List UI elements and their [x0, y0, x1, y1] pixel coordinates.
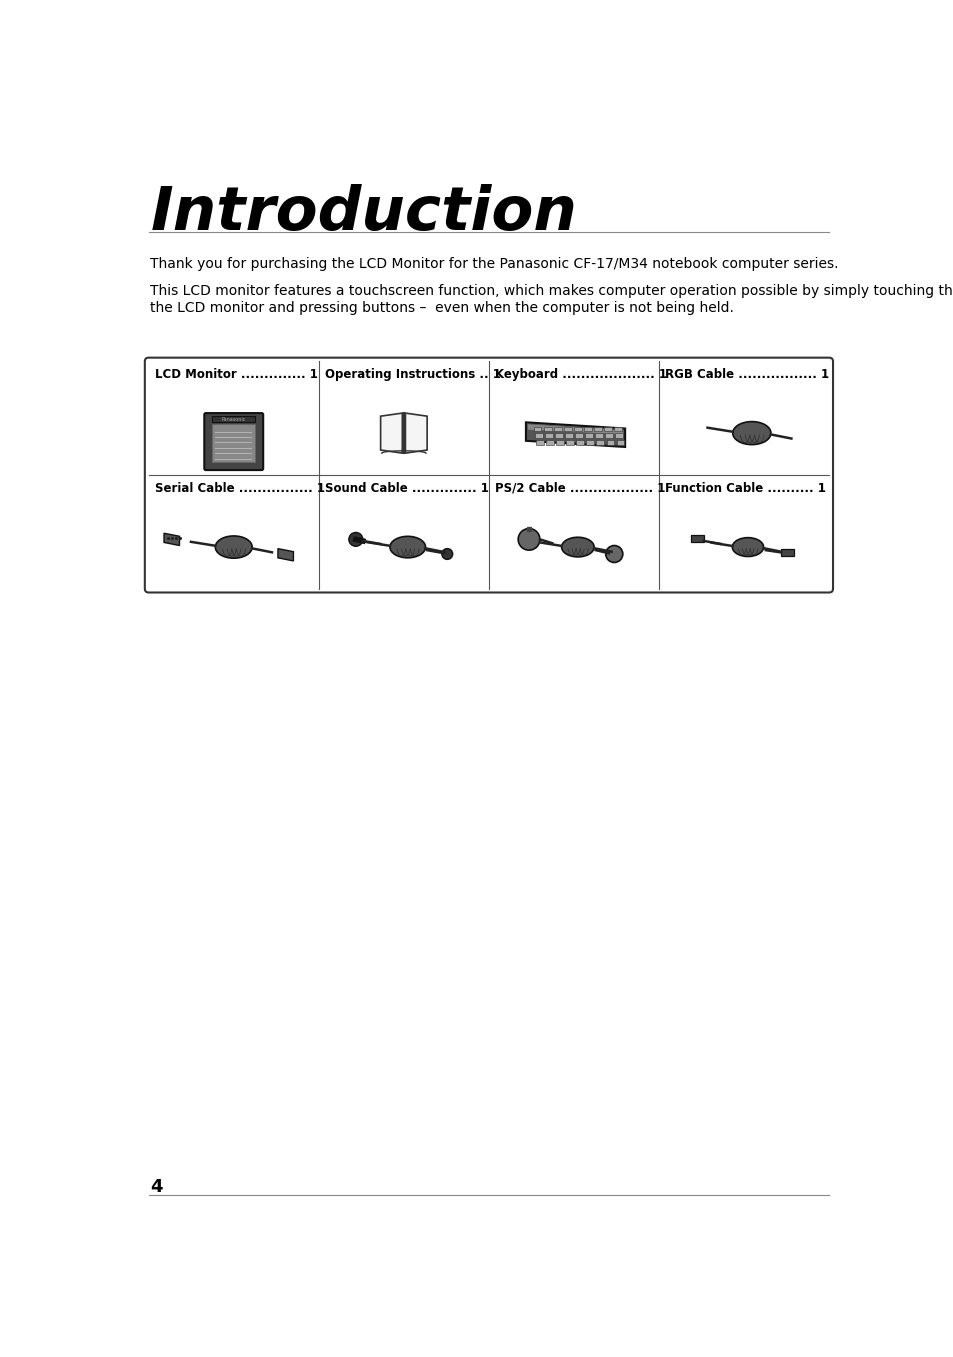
Polygon shape [380, 413, 402, 453]
Bar [781, 548, 793, 556]
Bar [564, 433, 572, 438]
Text: Keyboard .................... 1: Keyboard .................... 1 [495, 368, 666, 381]
Text: Serial Cable ................ 1: Serial Cable ................ 1 [154, 482, 325, 494]
Polygon shape [527, 423, 623, 434]
Ellipse shape [732, 422, 770, 445]
Circle shape [605, 546, 622, 562]
Bar [583, 426, 591, 430]
Bar [556, 441, 563, 445]
Circle shape [517, 529, 539, 550]
Bar [563, 426, 571, 430]
Text: Operating Instructions .. 1: Operating Instructions .. 1 [325, 368, 500, 381]
Text: Thank you for purchasing the LCD Monitor for the Panasonic CF-17/M34 notebook co: Thank you for purchasing the LCD Monitor… [150, 256, 838, 271]
Bar [212, 417, 255, 422]
Circle shape [441, 548, 453, 559]
FancyBboxPatch shape [204, 413, 263, 470]
Polygon shape [405, 413, 427, 453]
Ellipse shape [390, 536, 425, 558]
Text: Introduction: Introduction [150, 185, 577, 243]
Bar [544, 433, 552, 438]
Bar [596, 441, 603, 445]
Bar [576, 441, 583, 445]
Bar [575, 433, 582, 438]
Bar [566, 441, 574, 445]
Bar [594, 426, 601, 430]
Bar [554, 426, 561, 430]
Text: 4: 4 [150, 1178, 163, 1196]
Bar [535, 433, 542, 438]
Bar [586, 441, 594, 445]
Text: PS/2 Cable .................. 1: PS/2 Cable .................. 1 [495, 482, 665, 494]
Text: LCD Monitor .............. 1: LCD Monitor .............. 1 [154, 368, 317, 381]
Bar [691, 535, 703, 543]
Text: Function Cable .......... 1: Function Cable .......... 1 [664, 482, 825, 494]
Bar [616, 441, 623, 445]
Ellipse shape [561, 537, 594, 556]
Text: Panasonic: Panasonic [221, 417, 246, 422]
Bar [584, 433, 593, 438]
Ellipse shape [732, 537, 762, 556]
Circle shape [349, 532, 362, 547]
Bar [212, 423, 255, 463]
Ellipse shape [215, 536, 252, 558]
Text: This LCD monitor features a touchscreen function, which makes computer operation: This LCD monitor features a touchscreen … [150, 285, 953, 315]
FancyBboxPatch shape [145, 358, 832, 593]
Bar [543, 426, 551, 430]
Polygon shape [164, 533, 179, 546]
Bar [574, 426, 581, 430]
Polygon shape [277, 548, 294, 560]
Bar [595, 433, 602, 438]
Bar [615, 433, 622, 438]
Text: Sound Cable .............. 1: Sound Cable .............. 1 [325, 482, 488, 494]
Polygon shape [525, 422, 624, 446]
Bar [533, 426, 541, 430]
Text: RGB Cable ................. 1: RGB Cable ................. 1 [664, 368, 828, 381]
Bar [605, 433, 613, 438]
Bar [614, 426, 621, 430]
Bar [555, 433, 562, 438]
Bar [603, 426, 611, 430]
Bar [545, 441, 554, 445]
Bar [536, 441, 543, 445]
Bar [606, 441, 614, 445]
